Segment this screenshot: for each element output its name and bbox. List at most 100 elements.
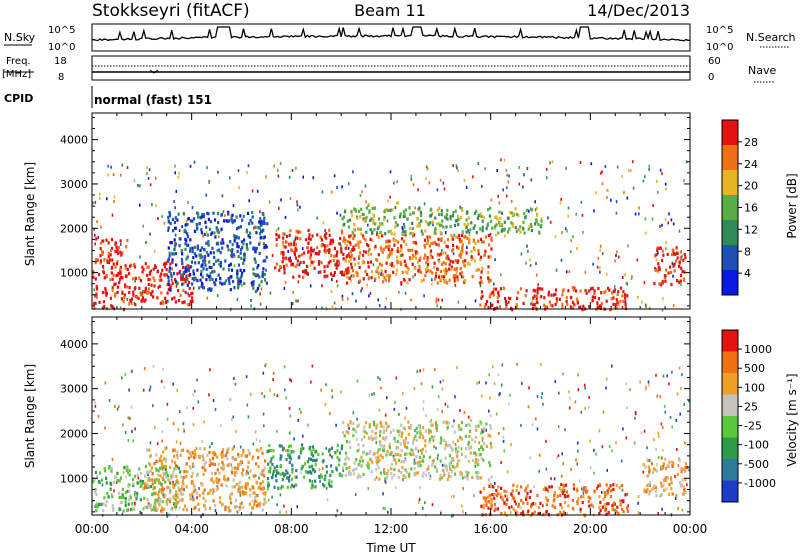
velocity-region-cell [193,456,196,460]
power-region-cell [242,261,245,265]
power-region-cell [584,288,587,293]
power-region-cell [519,225,522,229]
power-region-cell [134,276,137,280]
velocity-speckle [178,410,181,414]
velocity-region-cell [124,490,127,494]
power-region-cell [445,213,449,217]
power-region-cell [153,279,156,283]
velocity-region-cell [362,443,365,448]
velocity-region-cell [97,502,101,506]
velocity-speckle [425,449,427,453]
power-speckle [119,242,122,246]
velocity-region-cell [482,458,485,462]
velocity-speckle [459,409,461,412]
velocity-region-cell [314,485,317,489]
power-speckle [213,231,216,235]
power-region-cell [93,306,96,310]
power-speckle [193,160,196,164]
power-region-cell [173,247,176,252]
power-region-cell [498,305,502,309]
power-region-cell [328,250,331,254]
velocity-region-cell [327,449,331,453]
velocity-region-cell [471,475,474,480]
velocity-region-cell [191,492,194,496]
velocity-region-cell [622,510,625,514]
power-region-cell [176,282,179,286]
power-region-cell [389,208,392,212]
power-region-cell [421,232,424,236]
power-speckle [615,211,618,215]
power-speckle [223,214,226,217]
power-region-cell [352,245,355,249]
velocity-region-cell [155,500,158,504]
velocity-speckle [356,417,358,421]
power-region-cell [233,286,236,290]
velocity-region-cell [675,493,678,497]
power-region-cell [675,246,678,250]
velocity-region-cell [599,508,602,513]
power-speckle [661,223,663,227]
power-region-cell [190,292,193,296]
power-region-cell [593,291,596,295]
power-speckle [481,240,483,244]
velocity-region-cell [357,423,360,427]
velocity-speckle [606,377,608,381]
velocity-speckle [276,429,278,433]
velocity-region-cell [587,499,590,504]
velocity-region-cell [418,455,421,459]
power-region-cell [370,217,373,221]
power-region-cell [109,253,112,257]
velocity-region-cell [440,438,443,442]
velocity-region-cell [517,504,520,508]
power-region-cell [328,233,331,237]
velocity-region-cell [682,492,685,496]
power-region-cell [251,221,254,225]
velocity-speckle [326,498,329,502]
velocity-region-cell [646,487,649,491]
power-region-cell [344,241,347,245]
velocity-region-cell [218,478,221,482]
power-region-cell [352,237,355,241]
power-region-cell [226,244,229,248]
velocity-region-cell [109,487,112,491]
power-region-cell [236,272,239,276]
power-region-cell [664,276,667,280]
power-speckle [277,168,279,172]
power-region-cell [336,250,339,254]
velocity-speckle [450,495,453,499]
velocity-region-cell [231,466,234,470]
power-region-cell [403,259,406,263]
power-region-cell [446,217,449,221]
power-region-cell [209,251,212,255]
velocity-region-cell [545,510,548,514]
power-region-cell [139,279,143,283]
power-region-cell [348,218,351,222]
power-region-cell [377,253,380,257]
velocity-region-cell [273,485,276,489]
power-speckle [494,258,496,262]
velocity-region-cell [228,462,232,466]
velocity-region-cell [460,472,464,476]
power-speckle [655,258,658,262]
power-speckle [102,266,105,270]
velocity-speckle [677,507,679,510]
power-region-cell [170,283,173,288]
power-speckle [250,299,252,302]
power-speckle [260,287,263,291]
velocity-region-cell [665,466,668,470]
power-region-cell [544,305,547,309]
velocity-region-cell [564,495,567,499]
power-region-cell [514,226,517,230]
power-region-cell [423,238,427,242]
velocity-region-cell [665,487,668,491]
velocity-speckle [626,406,628,409]
power-region-cell [491,226,494,230]
velocity-speckle [664,410,667,414]
velocity-speckle [229,398,232,402]
power-region-cell [128,290,131,295]
power-region-cell [498,222,502,226]
velocity-region-cell [431,423,434,427]
power-region-cell [307,228,310,233]
power-speckle [251,189,254,193]
